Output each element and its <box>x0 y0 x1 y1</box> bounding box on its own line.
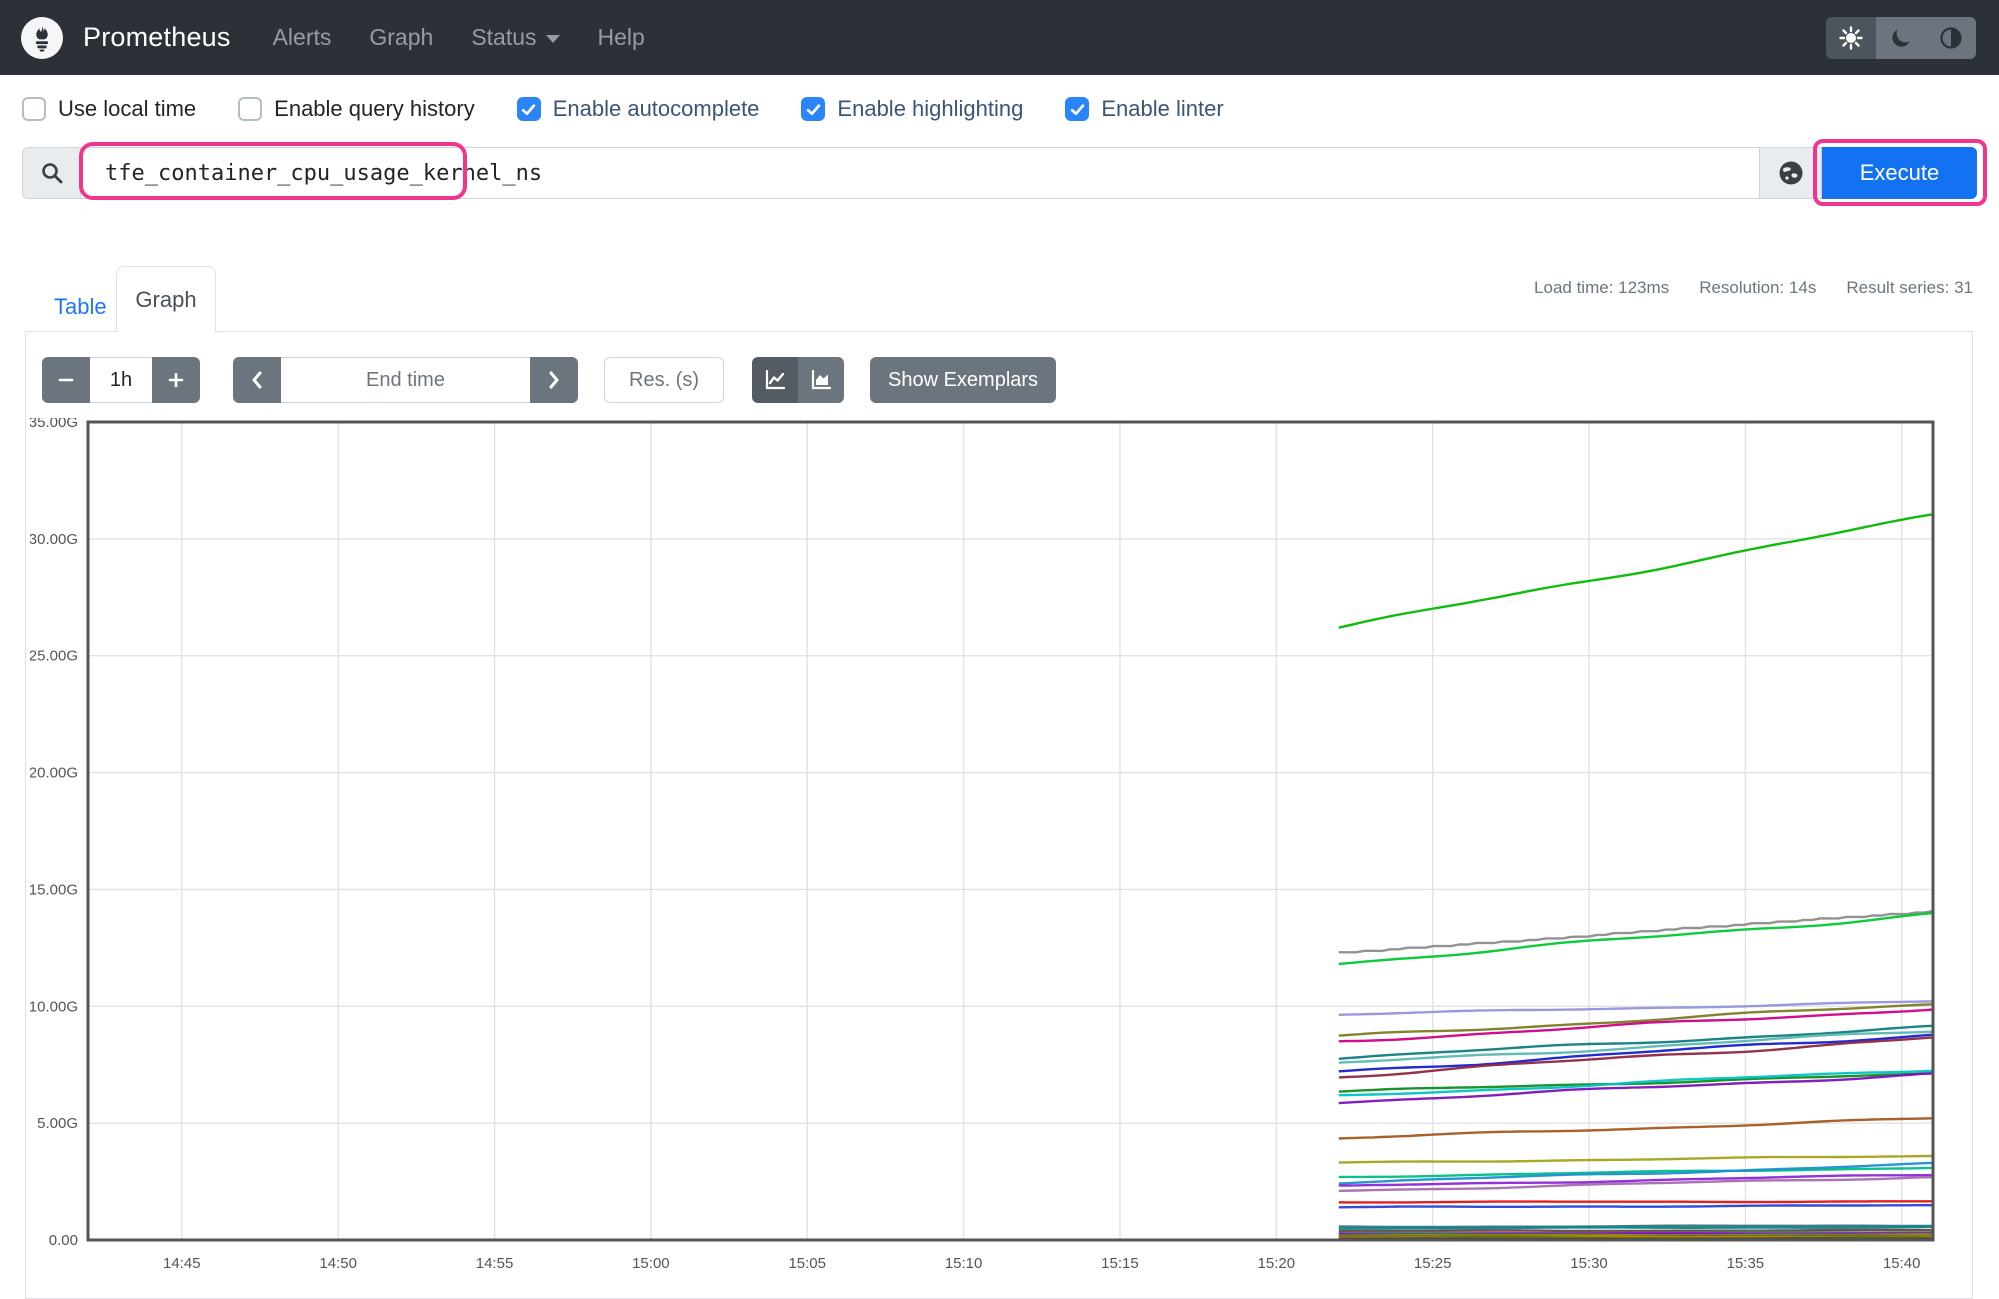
checkbox-autocomplete[interactable]: Enable autocomplete <box>516 96 759 122</box>
globe-icon <box>1779 161 1802 185</box>
theme-auto-button[interactable] <box>1926 17 1976 59</box>
chevron-right-icon <box>549 371 559 389</box>
svg-text:10.00G: 10.00G <box>30 998 78 1015</box>
navbar: Prometheus Alerts Graph Status Help <box>0 0 1999 75</box>
end-time-input[interactable] <box>281 357 530 403</box>
checkbox-use-local-time[interactable]: Use local time <box>22 96 196 122</box>
theme-dark-button[interactable] <box>1876 17 1926 59</box>
caret-down-icon <box>545 35 560 43</box>
svg-text:15:10: 15:10 <box>945 1255 983 1272</box>
nav-item-graph[interactable]: Graph <box>369 24 434 50</box>
plus-icon <box>168 372 184 388</box>
svg-text:35.00G: 35.00G <box>30 418 78 431</box>
time-back-button[interactable] <box>233 357 281 403</box>
checkbox-linter[interactable]: Enable linter <box>1065 96 1224 122</box>
checkbox-icon <box>22 97 46 121</box>
nav-item-help[interactable]: Help <box>597 24 645 50</box>
svg-text:14:50: 14:50 <box>319 1255 357 1272</box>
svg-text:5.00G: 5.00G <box>37 1115 78 1132</box>
tab-graph[interactable]: Graph <box>116 266 216 332</box>
search-icon <box>41 163 62 184</box>
svg-text:25.00G: 25.00G <box>30 648 78 665</box>
graph-toolbar: Show Exemplars <box>42 357 1057 403</box>
search-icon-box <box>22 147 80 199</box>
checkbox-icon <box>516 97 541 121</box>
svg-text:15:30: 15:30 <box>1570 1255 1608 1272</box>
end-time-control-group <box>233 357 578 403</box>
tab-table[interactable]: Table <box>54 294 107 319</box>
sun-icon <box>1839 26 1863 50</box>
line-chart-toggle-button[interactable] <box>752 357 798 403</box>
nav-item-alerts[interactable]: Alerts <box>272 24 332 50</box>
result-series-stat: Result series: 31 <box>1846 278 1973 297</box>
svg-text:15:35: 15:35 <box>1727 1255 1765 1272</box>
svg-text:15:00: 15:00 <box>632 1255 670 1272</box>
chevron-left-icon <box>252 371 262 389</box>
nav-links: Alerts Graph Status Help <box>273 24 645 51</box>
svg-text:15:25: 15:25 <box>1414 1255 1452 1272</box>
stacked-chart-toggle-button[interactable] <box>798 357 844 403</box>
circle-half-icon <box>1940 27 1962 49</box>
time-series-chart: 0.00 5.00G 10.00G 15.00G 20.00G 25.00G 30.00G 3… <box>29 414 1950 1288</box>
svg-text:30.00G: 30.00G <box>30 531 78 548</box>
minus-icon <box>58 378 74 382</box>
line-chart-icon <box>765 369 786 390</box>
theme-light-button[interactable] <box>1826 17 1876 59</box>
app-title[interactable]: Prometheus <box>83 22 231 52</box>
resolution-input[interactable] <box>604 357 724 403</box>
svg-text:15:15: 15:15 <box>1101 1255 1139 1272</box>
nav-item-status[interactable]: Status <box>471 24 560 51</box>
checkbox-icon <box>801 97 826 121</box>
svg-text:15.00G: 15.00G <box>30 881 78 898</box>
metrics-explorer-button[interactable] <box>1760 147 1822 199</box>
show-exemplars-button[interactable]: Show Exemplars <box>870 357 1057 403</box>
range-decrease-button[interactable] <box>42 357 90 403</box>
load-time-stat: Load time: 123ms <box>1534 278 1670 297</box>
torch-icon <box>35 24 49 51</box>
svg-text:15:20: 15:20 <box>1258 1255 1296 1272</box>
execute-button[interactable]: Execute <box>1822 147 1977 199</box>
svg-text:14:55: 14:55 <box>476 1255 514 1272</box>
checkbox-highlighting[interactable]: Enable highlighting <box>801 96 1023 122</box>
range-input[interactable] <box>90 357 152 403</box>
query-options-row: Use local time Enable query history Enab… <box>22 96 1224 122</box>
range-increase-button[interactable] <box>152 357 200 403</box>
resolution-stat: Resolution: 14s <box>1699 278 1817 297</box>
graph-panel <box>25 331 1973 1299</box>
prometheus-logo[interactable] <box>21 16 63 59</box>
query-stats: Load time: 123ms Resolution: 14s Result … <box>1534 278 1973 298</box>
time-forward-button[interactable] <box>530 357 578 403</box>
theme-toggle-group <box>1826 17 1976 59</box>
query-expression-input[interactable] <box>80 147 1760 199</box>
svg-text:15:05: 15:05 <box>788 1255 826 1272</box>
svg-text:0.00: 0.00 <box>49 1232 78 1249</box>
checkbox-icon <box>1065 97 1090 121</box>
range-control-group <box>42 357 200 403</box>
graph-canvas[interactable]: 0.00 5.00G 10.00G 15.00G 20.00G 25.00G 30.00G 3… <box>29 414 1950 1288</box>
svg-text:14:45: 14:45 <box>163 1255 201 1272</box>
checkbox-query-history[interactable]: Enable query history <box>238 96 475 122</box>
svg-text:20.00G: 20.00G <box>30 765 78 782</box>
moon-icon <box>1892 29 1910 47</box>
checkbox-icon <box>238 97 263 121</box>
query-input-group: Execute <box>22 147 1977 199</box>
stacked-chart-icon <box>811 369 832 390</box>
svg-text:15:40: 15:40 <box>1883 1255 1921 1272</box>
chart-type-toggle <box>752 357 844 403</box>
